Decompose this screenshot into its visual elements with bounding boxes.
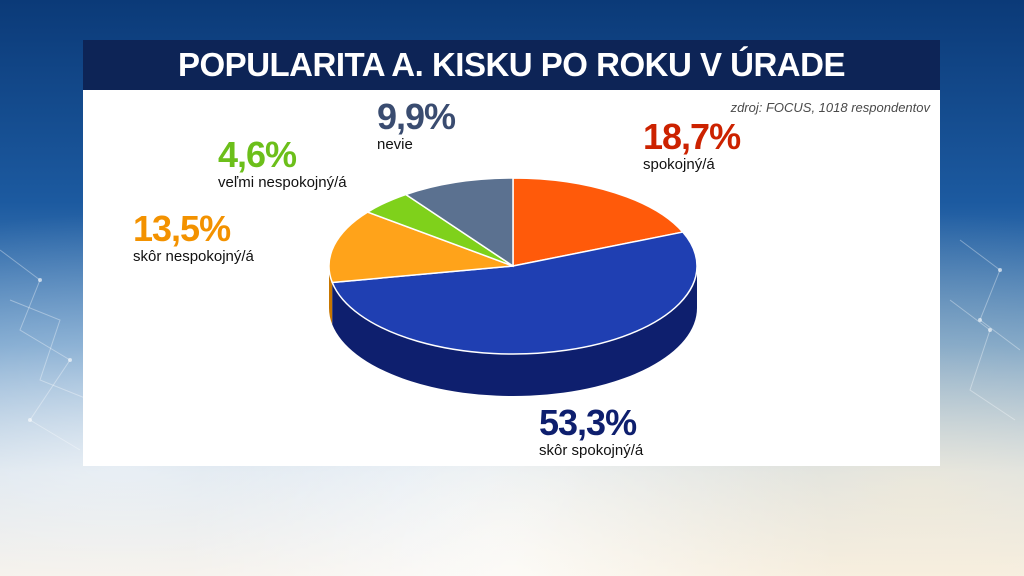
pie-slice-spokojny [512,177,685,267]
value-velmi-nespokojny: 4,6% [218,134,297,175]
chart-panel: zdroj: FOCUS, 1018 respondentov 18,7% sp… [83,90,940,466]
value-spokojny: 18,7% [643,116,741,157]
label-spokojny: 18,7% spokojný/á [643,116,741,174]
pie-chart [328,177,698,397]
category-velmi-nespokojny: veľmi nespokojný/á [218,174,347,191]
pie-side-skor-spokojny [332,266,697,397]
category-skor-spokojny: skôr spokojný/á [539,442,644,459]
chart-title: POPULARITA A. KISKU PO ROKU V ÚRADE [178,46,845,83]
label-velmi-nespokojny: 4,6% veľmi nespokojný/á [218,136,347,192]
category-skor-nespokojny: skôr nespokojný/á [133,248,254,265]
title-bar: POPULARITA A. KISKU PO ROKU V ÚRADE [83,40,940,90]
value-nevie: 9,9% [377,96,456,137]
label-skor-spokojny: 53,3% skôr spokojný/á [539,404,643,460]
label-skor-nespokojny: 13,5% skôr nespokojný/á [133,210,254,266]
value-skor-nespokojny: 13,5% [133,208,231,249]
pie-slice-nevie [404,177,514,268]
value-skor-spokojny: 53,3% [539,402,637,443]
pie-slice-skor-nespokojny [328,211,514,284]
pie-slice-skor-spokojny [331,231,698,355]
source-note: zdroj: FOCUS, 1018 respondentov [730,100,930,115]
category-nevie: nevie [377,136,413,153]
category-spokojny: spokojný/á [643,156,715,173]
label-nevie: 9,9% nevie [377,96,456,154]
